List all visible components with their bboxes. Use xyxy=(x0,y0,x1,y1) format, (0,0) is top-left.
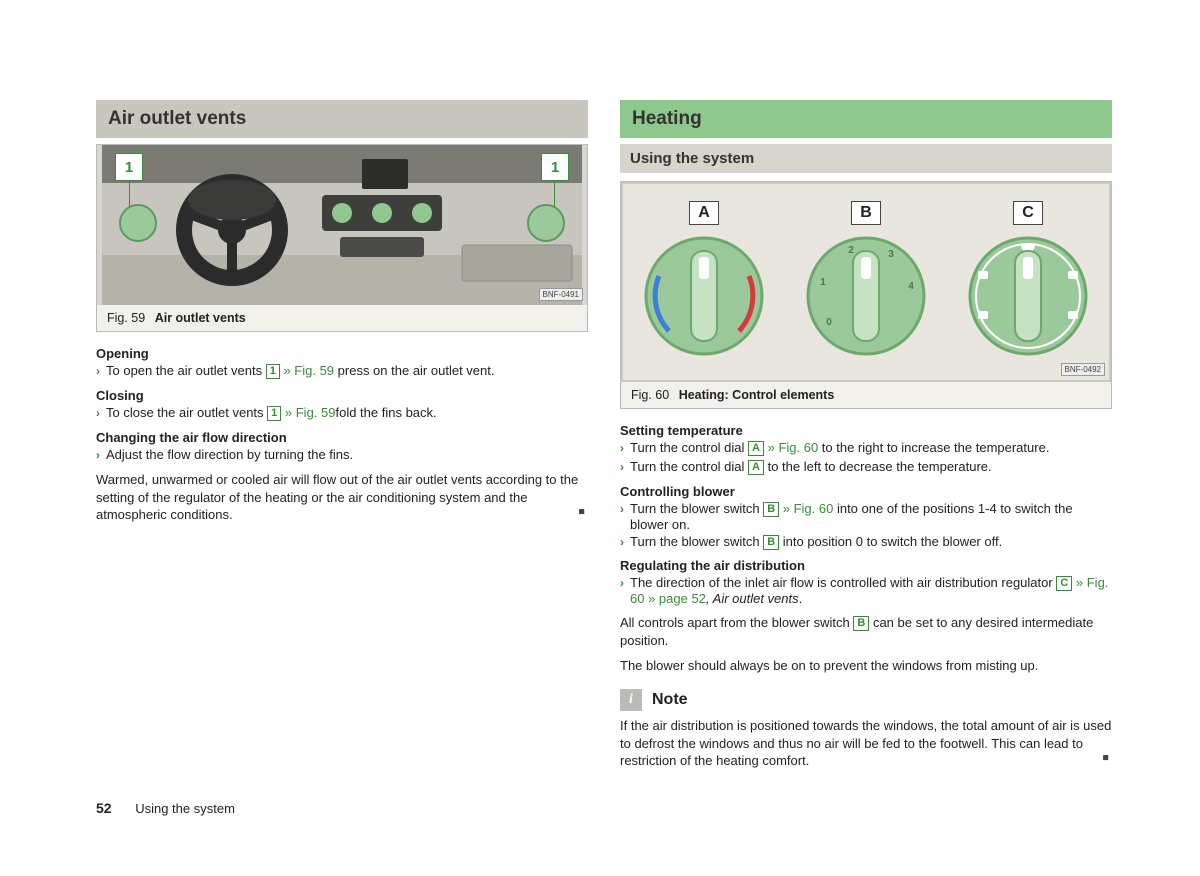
air-vents-paragraph: Warmed, unwarmed or cooled air will flow… xyxy=(96,471,588,524)
figure-60: A B 0 xyxy=(620,181,1112,409)
dist-bullet: › The direction of the inlet air flow is… xyxy=(620,575,1112,606)
ref-box-1: 1 xyxy=(266,364,280,379)
section-end-marker: ◾ xyxy=(576,506,588,520)
dashboard-illustration xyxy=(97,145,587,305)
ref-box-a: A xyxy=(748,441,764,456)
chevron-icon: › xyxy=(96,363,100,380)
ref-box-b: B xyxy=(853,616,869,631)
temp-bullet-1: › Turn the control dial A » Fig. 60 to t… xyxy=(620,440,1112,457)
dial-label-b: B xyxy=(851,201,881,225)
note-title: Note xyxy=(652,691,688,709)
blower-dial-icon: 0 1 2 3 4 xyxy=(801,231,931,361)
page-footer: 52 Using the system xyxy=(96,800,235,816)
temp-heading: Setting temperature xyxy=(620,423,1112,438)
section-heading-heating: Heating xyxy=(620,100,1112,138)
svg-text:3: 3 xyxy=(888,249,894,260)
opening-bullet: › To open the air outlet vents 1 » Fig. … xyxy=(96,363,588,380)
controls-paragraph: All controls apart from the blower switc… xyxy=(620,614,1112,649)
closing-bullet: › To close the air outlet vents 1 » Fig.… xyxy=(96,405,588,422)
chevron-icon: › xyxy=(620,575,624,592)
ref-box-a: A xyxy=(748,460,764,475)
fig-ref-link[interactable]: » Fig. 59 xyxy=(281,405,335,420)
ref-box-b: B xyxy=(763,535,779,550)
subheading-using-system: Using the system xyxy=(620,144,1112,173)
closing-heading: Closing xyxy=(96,388,588,403)
section-end-marker: ◾ xyxy=(1100,752,1112,766)
fig59-caption: Fig. 59 Air outlet vents xyxy=(97,305,587,331)
footer-section: Using the system xyxy=(135,801,235,816)
temperature-dial-icon xyxy=(639,231,769,361)
blower-bullet-1: › Turn the blower switch B » Fig. 60 int… xyxy=(620,501,1112,532)
dial-label-c: C xyxy=(1013,201,1043,225)
note-header: i Note xyxy=(620,689,1112,711)
section-heading-air-vents: Air outlet vents xyxy=(96,100,588,138)
change-dir-bullet: › Adjust the flow direction by turning t… xyxy=(96,447,588,464)
distribution-dial-icon xyxy=(963,231,1093,361)
dial-a-group: A xyxy=(623,201,785,364)
note-body: If the air distribution is positioned to… xyxy=(620,717,1112,770)
fig-ref-link[interactable]: » Fig. 60 xyxy=(779,501,833,516)
ref-box-b: B xyxy=(763,502,779,517)
figure-59: 1 1 BNF-0491 Fig. 59 Air outlet vents xyxy=(96,144,588,332)
svg-text:4: 4 xyxy=(908,281,914,292)
dial-b-group: B 0 1 2 3 4 xyxy=(785,201,947,364)
svg-text:1: 1 xyxy=(820,277,826,288)
page-number: 52 xyxy=(96,800,112,816)
opening-heading: Opening xyxy=(96,346,588,361)
dial-c-group: C xyxy=(947,201,1109,364)
blower-heading: Controlling blower xyxy=(620,484,1112,499)
ref-box-1: 1 xyxy=(267,406,281,421)
blower-bullet-2: › Turn the blower switch B into position… xyxy=(620,534,1112,551)
chevron-icon: › xyxy=(620,534,624,551)
chevron-icon: › xyxy=(620,440,624,457)
chevron-icon: › xyxy=(620,459,624,476)
fig59-callout-1-left: 1 xyxy=(115,153,143,181)
fig59-callout-1-right: 1 xyxy=(541,153,569,181)
chevron-icon: › xyxy=(620,501,624,518)
left-column: Air outlet vents xyxy=(96,100,588,770)
chevron-icon: › xyxy=(96,405,100,422)
chevron-icon: › xyxy=(96,447,100,464)
fig-ref-link[interactable]: » Fig. 59 xyxy=(280,363,334,378)
change-dir-heading: Changing the air flow direction xyxy=(96,430,588,445)
right-column: Heating Using the system A xyxy=(620,100,1112,770)
fig60-caption: Fig. 60 Heating: Control elements xyxy=(621,382,1111,408)
fig-ref-link[interactable]: » Fig. 60 xyxy=(764,440,818,455)
info-icon: i xyxy=(620,689,642,711)
svg-text:0: 0 xyxy=(826,317,832,328)
fig60-code: BNF-0492 xyxy=(1061,363,1105,376)
ref-box-c: C xyxy=(1056,576,1072,591)
dist-heading: Regulating the air distribution xyxy=(620,558,1112,573)
dial-label-a: A xyxy=(689,201,719,225)
temp-bullet-2: › Turn the control dial A to the left to… xyxy=(620,459,1112,476)
blower-note-paragraph: The blower should always be on to preven… xyxy=(620,657,1112,675)
fig59-code: BNF-0491 xyxy=(539,288,583,301)
svg-text:2: 2 xyxy=(848,245,854,256)
